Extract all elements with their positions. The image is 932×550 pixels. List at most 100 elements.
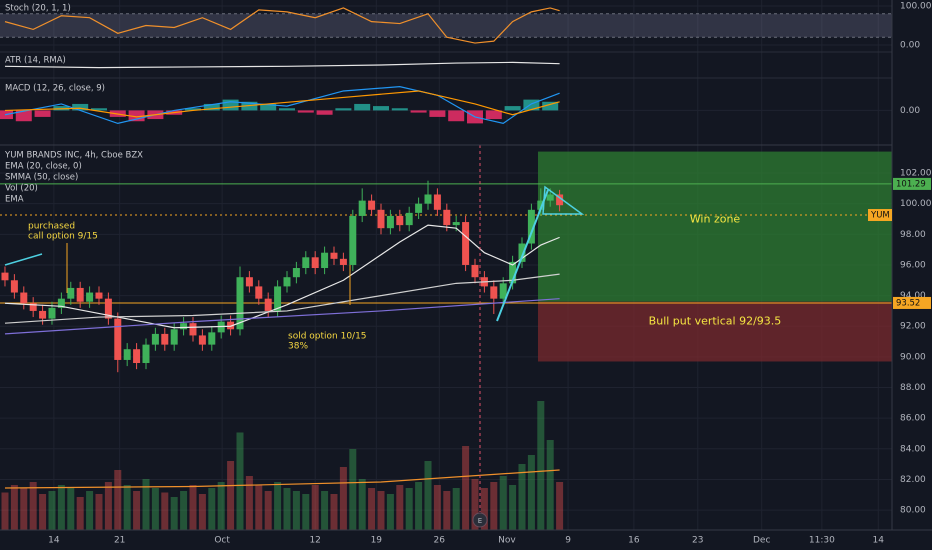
- candle-body: [556, 194, 564, 206]
- x-tick-label: 21: [114, 536, 125, 546]
- y-tick-label: 0.00: [900, 41, 920, 51]
- x-tick-label: 26: [434, 536, 446, 546]
- candle-body: [39, 310, 47, 319]
- pane-title: ATR (14, RMA): [5, 56, 66, 66]
- volume-bar: [452, 488, 460, 530]
- volume-bar: [556, 482, 564, 530]
- candle-body: [396, 215, 404, 226]
- macd-line: [4, 90, 560, 118]
- annotation: purchased: [28, 222, 75, 232]
- macd-histogram-bar: [72, 103, 89, 111]
- volume-bar: [29, 482, 37, 530]
- candle-body: [302, 257, 310, 269]
- chart-title: YUM BRANDS INC, 4h, Cboe BZX: [4, 151, 143, 161]
- macd-histogram-bar: [260, 103, 277, 111]
- pane-title: MACD (12, 26, close, 9): [5, 84, 105, 94]
- legend-entry: EMA: [5, 195, 24, 205]
- y-tick-label: 90.00: [900, 352, 926, 362]
- candle-body: [180, 323, 188, 330]
- candle-body: [29, 303, 37, 311]
- macd-histogram-bar: [278, 108, 295, 111]
- candle-body: [386, 215, 394, 229]
- candle-body: [358, 200, 366, 216]
- zone-label: Bull put vertical 92/93.5: [649, 315, 782, 328]
- legend-entry: Vol (20): [5, 184, 38, 194]
- annotation: 38%: [288, 342, 308, 352]
- candle-body: [86, 292, 94, 302]
- x-tick-label: 14: [48, 536, 60, 546]
- volume-bar: [48, 491, 56, 530]
- candle-body: [208, 332, 216, 345]
- candle-body: [95, 292, 103, 299]
- candle-body: [443, 209, 451, 226]
- candle-body: [1, 272, 9, 281]
- y-tick-label: 94.00: [900, 291, 926, 301]
- candle-body: [67, 287, 75, 299]
- volume-bar: [386, 494, 394, 530]
- candle-body: [283, 277, 291, 287]
- trend-line: [496, 189, 549, 322]
- candle-body: [189, 323, 197, 336]
- volume-bar: [443, 491, 451, 530]
- triangle-pattern: [542, 185, 585, 215]
- volume-bar: [123, 485, 131, 530]
- volume-bar: [10, 485, 18, 530]
- level-label: YUM: [870, 211, 890, 221]
- level-label: 93.52: [896, 298, 920, 308]
- earnings-label: E: [478, 517, 482, 525]
- candle-body: [236, 277, 244, 330]
- volume-bar: [292, 491, 300, 530]
- macd-histogram-bar: [128, 110, 145, 122]
- volume-bar: [462, 446, 470, 530]
- volume-bar: [217, 482, 225, 530]
- volume-bar: [433, 485, 441, 530]
- candle-body: [377, 209, 385, 229]
- y-tick-label: 92.00: [900, 322, 926, 332]
- macd-histogram-bar: [90, 108, 107, 111]
- x-tick-label: 12: [309, 536, 320, 546]
- candle-body: [20, 292, 28, 304]
- x-tick-label: Nov: [498, 536, 516, 546]
- candle-body: [433, 194, 441, 210]
- candle-body: [321, 252, 329, 269]
- candle-body: [368, 200, 376, 210]
- volume-bar: [415, 482, 423, 530]
- macd-histogram-bar: [297, 110, 314, 113]
- volume-bar: [480, 488, 488, 530]
- pane-title: Stoch (20, 1, 1): [5, 4, 71, 14]
- candle-body: [76, 287, 84, 302]
- candle-body: [123, 349, 131, 360]
- volume-bar: [1, 492, 9, 530]
- candle-body: [311, 257, 319, 269]
- candle-body: [161, 333, 169, 345]
- macd-histogram-bar: [354, 103, 371, 111]
- moving-average: [4, 298, 560, 335]
- candle-body: [264, 298, 272, 311]
- macd-histogram-bar: [542, 101, 559, 111]
- volume-bar: [198, 494, 206, 530]
- y-tick-label: 84.00: [900, 444, 926, 454]
- macd-histogram-bar: [429, 110, 446, 117]
- candle-body: [104, 298, 112, 319]
- level-label: 101.29: [896, 179, 926, 189]
- candle-body: [330, 252, 338, 259]
- volume-bar: [274, 482, 282, 530]
- candle-body: [509, 261, 517, 284]
- annotation: sold option 10/15: [288, 332, 367, 342]
- volume-bar: [161, 492, 169, 530]
- volume-bar: [104, 482, 112, 530]
- volume-bar: [377, 491, 385, 530]
- x-tick-label: Oct: [214, 536, 230, 546]
- candle-body: [518, 243, 526, 262]
- candle-body: [499, 283, 507, 299]
- x-tick-label: Dec: [753, 536, 770, 546]
- volume-bar: [518, 464, 526, 530]
- volume-bar: [349, 449, 357, 530]
- candle-body: [462, 222, 470, 265]
- annotation: call option 9/15: [28, 232, 98, 242]
- y-tick-label: 100.00: [900, 199, 932, 209]
- candle-body: [151, 333, 159, 345]
- macd-histogram-bar: [34, 110, 51, 117]
- candle-body: [10, 280, 18, 293]
